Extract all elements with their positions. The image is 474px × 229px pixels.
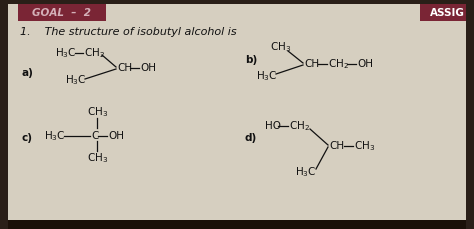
- Text: GOAL  –  2: GOAL – 2: [33, 8, 91, 18]
- Text: $\rm H_3C$: $\rm H_3C$: [256, 69, 278, 83]
- Bar: [0, 220, 474, 229]
- Text: b): b): [245, 55, 257, 65]
- Text: $\rm H_3C$: $\rm H_3C$: [295, 165, 317, 179]
- Text: $\rm CH_3$: $\rm CH_3$: [354, 139, 375, 153]
- Text: $\rm CH_3$: $\rm CH_3$: [270, 40, 291, 54]
- Text: $\rm H_3C$: $\rm H_3C$: [65, 73, 87, 87]
- Text: $\rm CH_3$: $\rm CH_3$: [87, 105, 108, 119]
- Text: $\rm CH_2$: $\rm CH_2$: [84, 46, 105, 60]
- Text: OH: OH: [140, 63, 156, 73]
- Bar: [0, 0, 8, 229]
- Bar: [0, 0, 474, 4]
- Text: OH: OH: [108, 131, 124, 141]
- Text: C: C: [91, 131, 99, 141]
- Bar: [420, 3, 474, 21]
- Text: c): c): [22, 133, 33, 143]
- Bar: [18, 3, 106, 21]
- Text: $\rm CH_2$: $\rm CH_2$: [289, 119, 310, 133]
- Text: ASSIG: ASSIG: [429, 8, 465, 18]
- Text: 1.    The structure of isobutyl alcohol is: 1. The structure of isobutyl alcohol is: [20, 27, 237, 37]
- Text: $\rm H_3C$: $\rm H_3C$: [44, 129, 65, 143]
- Text: CH: CH: [304, 59, 319, 69]
- Text: $\rm H_3C$: $\rm H_3C$: [55, 46, 77, 60]
- Text: d): d): [245, 133, 257, 143]
- Text: $\rm CH_2$: $\rm CH_2$: [328, 57, 349, 71]
- Bar: [466, 0, 474, 229]
- Text: $\rm CH_3$: $\rm CH_3$: [87, 151, 108, 165]
- Text: CH: CH: [329, 141, 344, 151]
- Text: OH: OH: [357, 59, 373, 69]
- Text: CH: CH: [117, 63, 132, 73]
- Text: HO: HO: [265, 121, 281, 131]
- Text: a): a): [22, 68, 34, 78]
